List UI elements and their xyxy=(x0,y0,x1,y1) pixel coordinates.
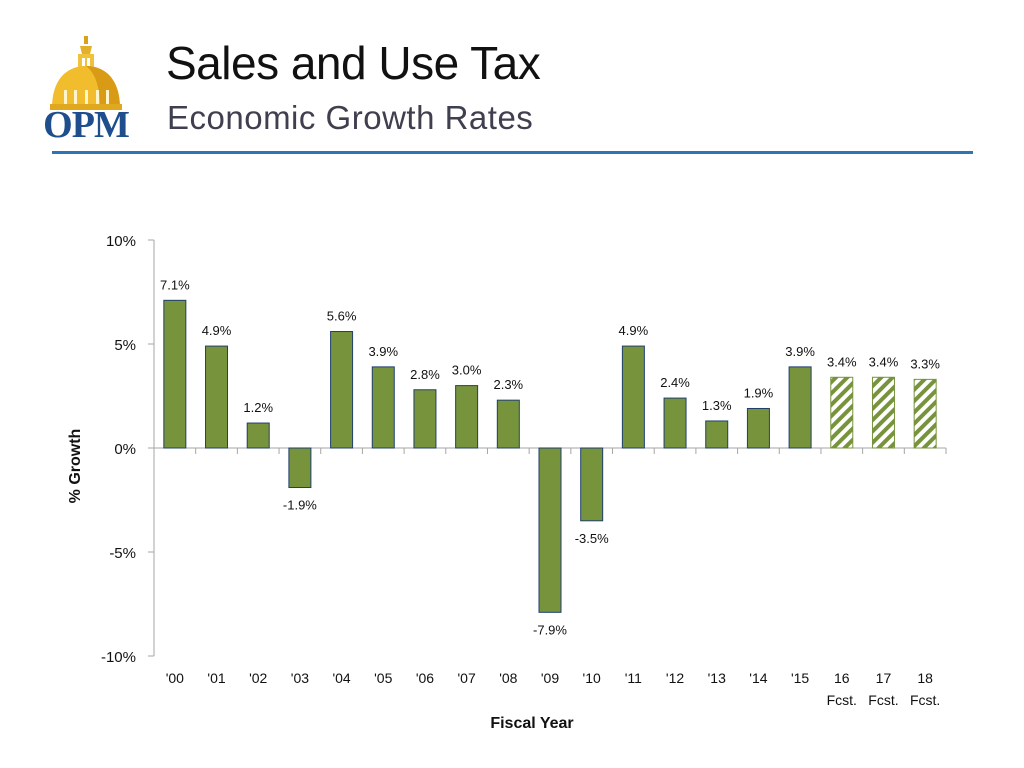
bar xyxy=(746,407,770,449)
bar xyxy=(580,447,604,522)
x-tick-label: '13 xyxy=(708,670,726,686)
x-tick-label: '15 xyxy=(791,670,809,686)
data-label: 5.6% xyxy=(327,309,357,324)
y-tick-label: -10% xyxy=(101,649,136,666)
title-divider xyxy=(52,151,973,154)
page-title: Sales and Use Tax xyxy=(166,37,541,89)
data-label: 2.8% xyxy=(410,367,440,382)
bar xyxy=(538,447,562,613)
y-tick-label: -5% xyxy=(109,545,136,562)
data-label: -7.9% xyxy=(533,622,567,637)
bar xyxy=(205,345,229,449)
data-label: 3.4% xyxy=(827,354,857,369)
data-label: 3.4% xyxy=(869,354,899,369)
data-label: 1.3% xyxy=(702,398,732,413)
data-label: 7.1% xyxy=(160,277,190,292)
data-label: 1.2% xyxy=(243,400,273,415)
y-tick-label: 5% xyxy=(114,337,136,354)
x-tick-label: 18 xyxy=(917,670,933,686)
data-label: 2.4% xyxy=(660,375,690,390)
bar xyxy=(455,385,479,449)
x-tick-label: '00 xyxy=(166,670,184,686)
bar xyxy=(663,397,687,449)
data-label: 1.9% xyxy=(744,385,774,400)
x-tick-sublabel: Fcst. xyxy=(910,692,940,708)
x-tick-label: 17 xyxy=(876,670,892,686)
bar xyxy=(496,399,520,449)
x-tick-sublabel: Fcst. xyxy=(827,692,857,708)
data-label: 3.9% xyxy=(368,344,398,359)
bar xyxy=(705,420,729,449)
x-tick-label: '08 xyxy=(499,670,517,686)
forecast-bar xyxy=(913,378,937,449)
x-tick-label: '04 xyxy=(332,670,350,686)
data-label: 3.9% xyxy=(785,344,815,359)
x-tick-label: '09 xyxy=(541,670,559,686)
page-subtitle: Economic Growth Rates xyxy=(167,99,534,136)
y-tick-label: 0% xyxy=(114,441,136,458)
x-tick-label: '11 xyxy=(625,670,642,686)
bar xyxy=(788,366,812,449)
labels: 10% 5% 0% -5% -10% 7.1% '00 4.9% '01 1.2% '02 -1.9%… xyxy=(67,233,940,732)
x-tick-label: '12 xyxy=(666,670,684,686)
bar xyxy=(288,447,312,489)
bars xyxy=(163,299,937,613)
data-label: 3.0% xyxy=(452,363,482,378)
logo-text: OPM xyxy=(43,104,130,146)
data-label: 4.9% xyxy=(202,323,232,338)
x-tick-label: '07 xyxy=(458,670,476,686)
data-label: 2.3% xyxy=(493,377,523,392)
y-axis-title: % Growth xyxy=(67,429,84,504)
x-tick-sublabel: Fcst. xyxy=(868,692,898,708)
data-label: -3.5% xyxy=(575,531,609,546)
x-tick-label: '02 xyxy=(249,670,267,686)
x-axis-title: Fiscal Year xyxy=(490,715,573,732)
bar xyxy=(413,389,437,449)
bar xyxy=(371,366,395,449)
data-label: 3.3% xyxy=(910,356,940,371)
bar xyxy=(163,299,187,449)
x-tick-label: '14 xyxy=(749,670,767,686)
x-tick-label: '01 xyxy=(207,670,225,686)
bar xyxy=(330,331,354,449)
capitol-dome-icon xyxy=(50,36,122,110)
x-tick-label: '06 xyxy=(416,670,434,686)
opm-logo: OPM xyxy=(40,34,132,144)
forecast-bar xyxy=(830,376,854,449)
bar xyxy=(621,345,645,449)
y-tick-label: 10% xyxy=(106,233,136,250)
x-tick-label: '10 xyxy=(583,670,601,686)
x-tick-label: '03 xyxy=(291,670,309,686)
x-tick-label: 16 xyxy=(834,670,850,686)
forecast-bar xyxy=(871,376,895,449)
bar xyxy=(246,422,270,449)
data-label: 4.9% xyxy=(619,323,649,338)
data-label: -1.9% xyxy=(283,498,317,513)
x-tick-label: '05 xyxy=(374,670,392,686)
